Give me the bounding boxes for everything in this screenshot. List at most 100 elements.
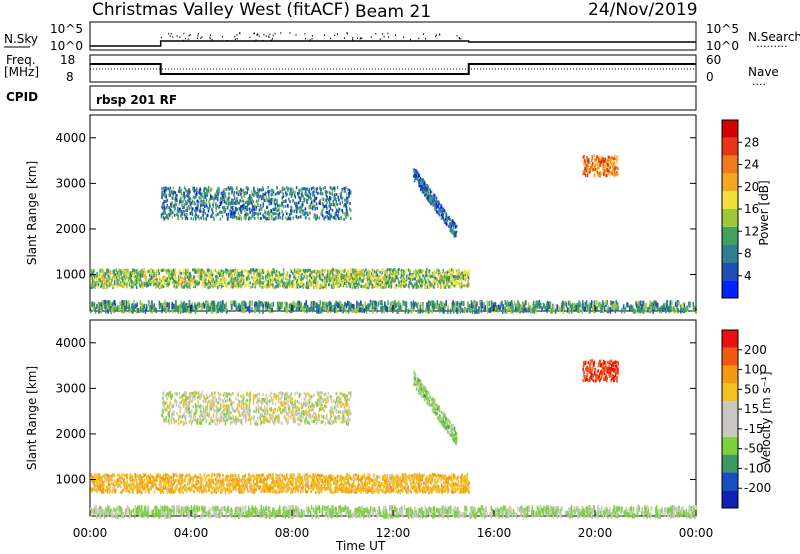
data-cell [149,283,152,287]
data-cell [230,206,233,210]
data-cell [268,199,270,203]
data-cell [243,308,246,314]
data-cell [236,186,238,190]
data-cell [192,188,194,192]
data-cell [192,268,194,272]
data-cell [329,279,331,283]
data-cell [451,222,454,226]
data-cell [266,306,269,312]
data-cell [375,269,378,273]
data-cell [353,272,355,276]
data-cell [278,204,280,208]
data-cell [388,273,391,277]
data-cell [452,272,454,275]
data-cell [143,282,146,286]
data-cell [298,215,300,219]
data-cell [302,277,304,281]
data-cell [584,158,586,162]
data-cell [217,276,219,280]
data-cell [262,271,264,275]
data-cell [296,279,299,282]
data-cell [305,285,307,289]
data-cell [306,279,309,282]
data-cell [416,170,419,174]
sky-point [236,34,238,36]
data-cell [244,210,247,214]
data-cell [272,278,274,282]
data-cell [413,277,415,281]
data-cell [602,167,604,171]
data-cell [146,282,149,285]
data-cell [142,304,144,310]
data-cell [241,196,243,200]
data-cell [222,274,224,278]
data-cell [462,276,465,280]
data-cell [250,201,253,205]
data-cell [375,281,377,285]
data-cell [177,280,180,284]
data-cell [142,285,144,289]
data-cell [175,300,177,305]
data-cell [183,197,186,201]
data-cell [269,278,272,282]
data-cell [185,269,187,273]
data-cell [124,279,127,283]
data-cell [238,305,240,311]
sky-right-dots: ········· [756,40,787,53]
data-cell [199,207,202,211]
data-cell [349,207,351,211]
data-cell [286,285,288,289]
data-cell [187,306,189,311]
data-cell [223,200,226,203]
data-cell [188,191,190,195]
data-cell [306,211,309,215]
data-cell [208,276,210,280]
data-cell [416,303,418,309]
data-cell [261,269,264,273]
data-cell [257,272,259,276]
data-cell [279,190,281,194]
data-cell [329,283,331,287]
data-cell [457,307,459,313]
data-cell [203,217,205,221]
data-cell [192,217,195,221]
data-cell [326,211,329,215]
data-cell [239,199,241,203]
data-cell [454,232,456,235]
data-cell [251,193,254,197]
data-cell [129,307,132,313]
data-cell [319,283,322,287]
data-cell [426,274,429,278]
data-cell [230,200,232,204]
data-cell [312,186,314,190]
data-cell [586,171,589,175]
data-cell [297,195,300,199]
data-cell [380,286,382,289]
data-cell [168,274,170,278]
data-cell [376,284,378,288]
data-cell [321,282,324,286]
data-cell [358,302,360,308]
data-cell [96,274,98,278]
data-cell [586,167,589,170]
data-cell [298,277,301,281]
data-cell [292,216,294,220]
data-cell [184,279,187,283]
data-cell [617,306,619,312]
data-cell [181,277,183,281]
data-cell [206,214,208,218]
data-cell [242,282,244,286]
data-cell [267,269,270,273]
data-cell [454,275,456,279]
data-cell [452,300,454,306]
data-cell [242,189,245,193]
data-cell [345,186,347,190]
data-cell [328,190,331,194]
data-cell [431,271,434,275]
data-cell [416,281,418,285]
data-cell [294,276,297,280]
data-cell [643,303,646,309]
sky-point [382,33,384,35]
data-cell [168,192,171,196]
data-cell [423,282,425,286]
